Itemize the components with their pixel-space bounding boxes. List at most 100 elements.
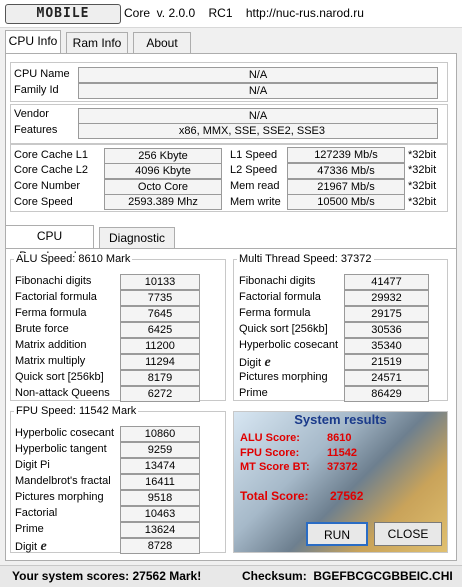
fpu-item-value: 9518 (120, 490, 200, 506)
core-number-value: Octo Core (104, 179, 222, 195)
euler-e-icon: e (37, 539, 47, 554)
tab-about[interactable]: About (133, 32, 191, 54)
alu-item-label-text: Brute force (15, 323, 69, 335)
fpu-title: FPU Speed: 11542 Mark (14, 405, 139, 417)
fpu-item-label: Digit e (15, 539, 47, 555)
cpu-name-label: CPU Name (14, 68, 70, 80)
window-title: Core v. 2.0.0 RC1 http://nuc-rus.narod.r… (124, 6, 364, 20)
mt-item-label: Digit e (239, 355, 271, 371)
mem-read-value: 21967 Mb/s (287, 179, 405, 195)
fpu-item-value: 10463 (120, 506, 200, 522)
mt-item-label: Prime (239, 387, 268, 399)
mt-item-value: 24571 (344, 370, 429, 386)
cpu-name-value: N/A (78, 67, 438, 83)
alu-item-label-text: Quick sort [256kb] (15, 371, 104, 383)
alu-item-label: Ferma formula (15, 307, 87, 319)
alu-item-label-text: Fibonachi digits (15, 275, 92, 287)
total-score-value: 27562 (330, 489, 364, 503)
vendor-group (10, 104, 448, 144)
fpu-item-label: Pictures morphing (15, 491, 104, 503)
fpu-item-label: Digit Pi (15, 459, 50, 471)
mt-item-label-text: Prime (239, 387, 268, 399)
mt-item-value: 29932 (344, 290, 429, 306)
app-logo: MOBILE (5, 4, 121, 24)
fpu-score-value: 11542 (327, 447, 357, 459)
cache-l1-value: 256 Kbyte (104, 148, 222, 164)
tab-cpu-benchmark[interactable]: CPU Benchmark (5, 225, 94, 263)
fpu-item-value: 10860 (120, 426, 200, 442)
cache-l2-value: 4096 Kbyte (104, 163, 222, 179)
fpu-item-value: 13474 (120, 458, 200, 474)
mt-item-value: 30536 (344, 322, 429, 338)
mt-title: Multi Thread Speed: 37372 (237, 253, 374, 265)
alu-item-value: 7735 (120, 290, 200, 306)
cache-l1-label: Core Cache L1 (14, 149, 88, 161)
mt-item-label: Pictures morphing (239, 371, 328, 383)
alu-item-label: Matrix multiply (15, 355, 85, 367)
core-speed-label: Core Speed (14, 196, 73, 208)
alu-item-label-text: Factorial formula (15, 291, 97, 303)
bit-note-3: *32bit (408, 180, 437, 192)
fpu-item-label: Hyperbolic tangent (15, 443, 107, 455)
mt-item-label: Fibonachi digits (239, 275, 315, 287)
fpu-item-label: Prime (15, 523, 44, 535)
euler-e-icon: e (261, 355, 271, 370)
mt-item-label-text: Quick sort [256kb] (239, 323, 328, 335)
mt-score-label: MT Score BT: (240, 461, 310, 473)
alu-item-label: Quick sort [256kb] (15, 371, 104, 383)
mt-item-label: Quick sort [256kb] (239, 323, 328, 335)
mt-item-label: Ferma formula (239, 307, 311, 319)
status-bar: Your system scores: 27562 Mark! Checksum… (0, 565, 462, 587)
system-results-title: System results (294, 412, 387, 427)
alu-item-label-text: Matrix addition (15, 339, 87, 351)
fpu-item-label-text: Digit Pi (15, 459, 50, 471)
alu-item-value: 11294 (120, 354, 200, 370)
bit-note-4: *32bit (408, 196, 437, 208)
core-number-label: Core Number (14, 180, 81, 192)
core-speed-value: 2593.389 Mhz (104, 194, 222, 210)
fpu-item-label: Hyperbolic cosecant (15, 427, 114, 439)
alu-item-label-text: Non-attack Queens (15, 387, 110, 399)
mt-item-label: Factorial formula (239, 291, 321, 303)
fpu-item-label-text: Factorial (15, 507, 58, 519)
alu-score-value: 8610 (327, 432, 352, 444)
l2-speed-value: 47336 Mb/s (287, 163, 405, 179)
mt-item-label-text: Hyperbolic cosecant (239, 339, 339, 351)
alu-item-label: Non-attack Queens (15, 387, 110, 399)
run-button[interactable]: RUN (306, 522, 368, 546)
mem-write-label: Mem write (230, 196, 281, 208)
cpu-identity-group (10, 62, 448, 102)
features-label: Features (14, 124, 58, 136)
alu-score-label: ALU Score: (240, 432, 300, 444)
fpu-item-label-text: Hyperbolic tangent (15, 443, 107, 455)
bit-note-1: *32bit (408, 149, 437, 161)
vendor-label: Vendor (14, 108, 49, 120)
tab-diagnostic[interactable]: Diagnostic (99, 227, 175, 249)
cache-speed-group (10, 144, 448, 212)
fpu-item-label-text: Digit (15, 541, 38, 553)
close-button[interactable]: CLOSE (374, 522, 442, 546)
system-scores-text: Your system scores: 27562 Mark! (12, 569, 202, 583)
mt-item-value: 86429 (344, 386, 429, 402)
fpu-item-label-text: Hyperbolic cosecant (15, 427, 115, 439)
title-bar: MOBILE Core v. 2.0.0 RC1 http://nuc-rus.… (0, 0, 462, 28)
family-id-label: Family Id (14, 84, 59, 96)
tab-cpu-info[interactable]: CPU Info (5, 30, 61, 54)
mt-item-value: 29175 (344, 306, 429, 322)
alu-item-label: Factorial formula (15, 291, 97, 303)
fpu-item-label-text: Pictures morphing (15, 491, 104, 503)
fpu-item-label: Mandelbrot's fractal (15, 475, 111, 487)
mt-item-label-text: Ferma formula (239, 307, 311, 319)
features-value: x86, MMX, SSE, SSE2, SSE3 (78, 123, 438, 139)
tab-ram-info[interactable]: Ram Info (66, 32, 128, 54)
mt-item-label-text: Digit (239, 357, 262, 369)
mem-write-value: 10500 Mb/s (287, 194, 405, 210)
family-id-value: N/A (78, 83, 438, 99)
bit-note-2: *32bit (408, 164, 437, 176)
alu-title: ALU Speed: 8610 Mark (14, 253, 133, 265)
mt-item-value: 21519 (344, 354, 429, 370)
alu-item-label-text: Ferma formula (15, 307, 87, 319)
cache-l2-label: Core Cache L2 (14, 164, 88, 176)
alu-item-label: Brute force (15, 323, 69, 335)
fpu-item-label-text: Prime (15, 523, 44, 535)
